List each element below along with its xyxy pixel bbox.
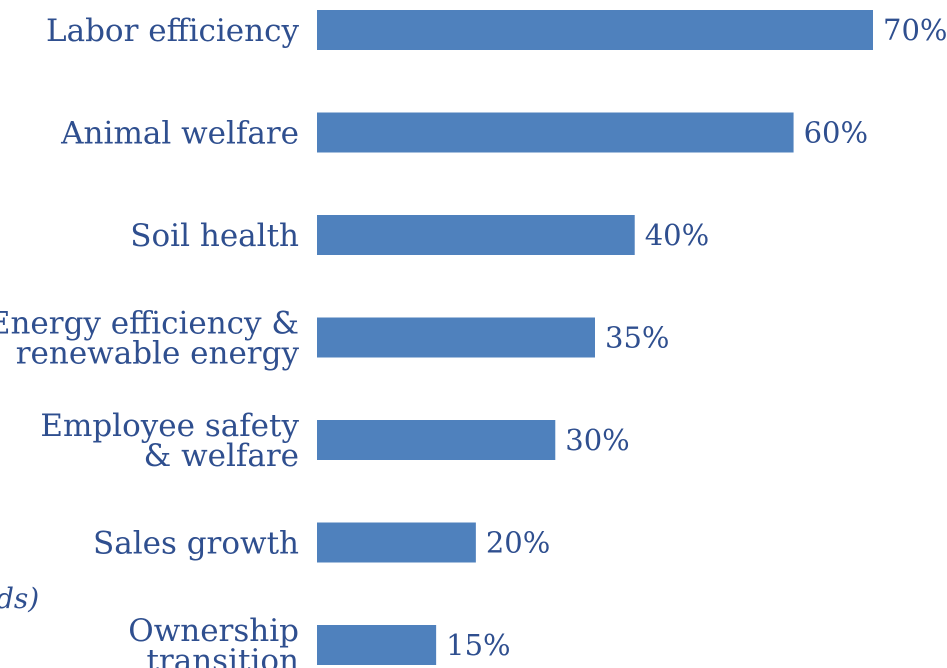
bars-group <box>317 10 873 665</box>
value-label-2: 40% <box>645 218 709 252</box>
bar-2 <box>317 215 635 255</box>
bar-3 <box>317 317 595 358</box>
value-label-4: 30% <box>565 423 629 457</box>
bar-6 <box>317 625 437 665</box>
cropped-side-note: ds) <box>0 582 39 615</box>
category-label-6-line-1: transition <box>146 643 299 668</box>
value-label-6: 15% <box>446 628 510 662</box>
category-label-0: Labor efficiency <box>46 13 299 49</box>
category-label-3-line-0: Energy efficiency & <box>0 306 299 342</box>
bar-5 <box>317 522 476 563</box>
value-label-1: 60% <box>804 116 868 150</box>
bar-4 <box>317 420 556 460</box>
category-label-3-line-1: renewable energy <box>16 336 300 372</box>
value-label-0: 70% <box>883 13 947 47</box>
value-label-3: 35% <box>605 321 669 355</box>
category-label-6-line-0: Ownership <box>128 613 299 649</box>
category-labels-group: Labor efficiency Animal welfare Soil healt… <box>0 13 299 668</box>
category-label-4-line-0: Employee safety <box>40 408 299 444</box>
value-label-5: 20% <box>486 526 550 560</box>
bar-1 <box>317 112 794 153</box>
category-label-1: Animal welfare <box>60 116 299 152</box>
value-labels-group: 70% 60% 40% 35% 30% 20% 15% <box>446 13 947 662</box>
bar-0 <box>317 10 873 50</box>
category-label-5: Sales growth <box>93 526 299 562</box>
category-label-2: Soil health <box>130 218 299 254</box>
category-label-4-line-1: & welfare <box>144 438 299 474</box>
